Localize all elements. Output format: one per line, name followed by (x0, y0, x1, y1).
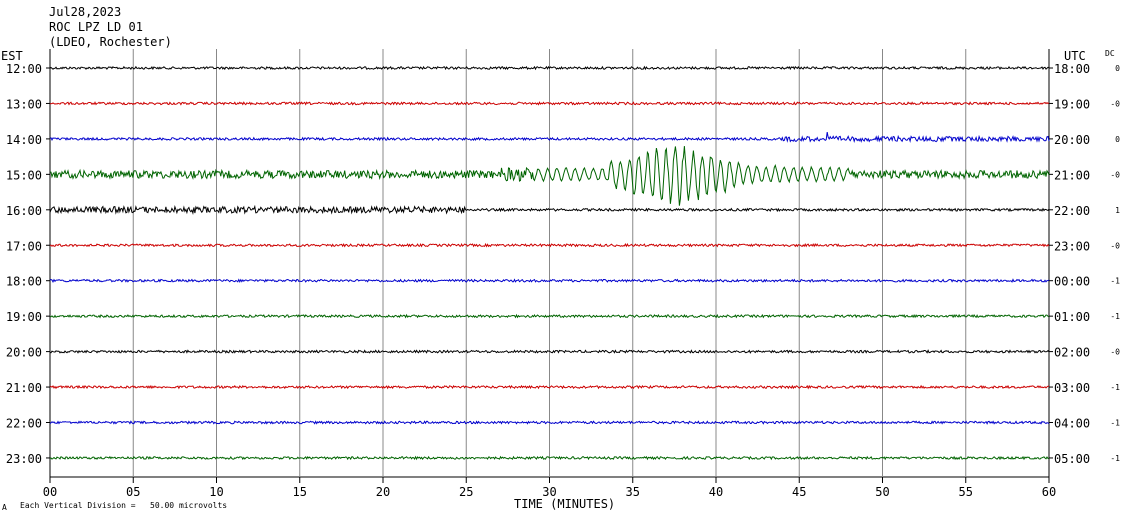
x-tick-label: 60 (1042, 485, 1056, 499)
x-tick-label: 20 (376, 485, 390, 499)
plot-grid (46, 49, 1053, 483)
row-label-utc: 03:00 (1054, 381, 1090, 395)
plot-date: Jul28,2023 (49, 5, 122, 19)
trace-1200 (49, 65, 1050, 71)
x-axis-label: TIME (MINUTES) (514, 497, 616, 511)
network-name: (LDEO, Rochester) (49, 35, 172, 49)
row-label-est: 19:00 (6, 310, 42, 324)
trace-1400 (49, 132, 1050, 144)
row-label-est: 15:00 (6, 168, 42, 182)
row-label-utc: 02:00 (1054, 346, 1090, 360)
row-dc-value: 0 (1115, 64, 1120, 73)
seismic-traces (49, 65, 1050, 461)
row-dc-value: -1 (1110, 312, 1120, 321)
row-label-est: 13:00 (6, 97, 42, 111)
row-label-utc: 00:00 (1054, 275, 1090, 289)
x-tick-label: 10 (209, 485, 223, 499)
corner-mark: A (2, 503, 7, 512)
trace-2000 (49, 349, 1050, 354)
row-label-est: 18:00 (6, 275, 42, 289)
x-tick-label: 05 (126, 485, 140, 499)
trace-2200 (49, 420, 1050, 425)
trace-1600 (49, 204, 1050, 215)
trace-1800 (49, 278, 1050, 284)
row-label-utc: 21:00 (1054, 168, 1090, 182)
x-tick-label: 35 (626, 485, 640, 499)
row-dc-value: -1 (1110, 383, 1120, 392)
trace-1300 (49, 101, 1050, 106)
trace-1900 (49, 313, 1050, 319)
row-dc-value: -1 (1110, 277, 1120, 286)
row-label-est: 16:00 (6, 204, 42, 218)
row-dc-value: -0 (1110, 348, 1120, 357)
row-label-utc: 01:00 (1054, 310, 1090, 324)
x-tick-label: 00 (43, 485, 57, 499)
row-label-est: 21:00 (6, 381, 42, 395)
row-dc-value: -1 (1110, 419, 1120, 428)
row-label-est: 23:00 (6, 452, 42, 466)
trace-2300 (49, 455, 1050, 461)
row-dc-value: -0 (1110, 170, 1120, 179)
left-timezone-label: EST (1, 49, 23, 63)
x-tick-label: 15 (293, 485, 307, 499)
right-timezone-label: UTC (1064, 49, 1086, 63)
row-label-utc: 22:00 (1054, 204, 1090, 218)
x-tick-label: 40 (709, 485, 723, 499)
row-label-utc: 04:00 (1054, 417, 1090, 431)
row-label-est: 20:00 (6, 346, 42, 360)
row-label-est: 14:00 (6, 133, 42, 147)
row-label-utc: 05:00 (1054, 452, 1090, 466)
x-tick-label: 30 (542, 485, 556, 499)
trace-2100 (49, 384, 1050, 390)
row-label-utc: 19:00 (1054, 97, 1090, 111)
row-label-utc: 23:00 (1054, 239, 1090, 253)
row-label-est: 17:00 (6, 239, 42, 253)
row-label-est: 12:00 (6, 62, 42, 76)
trace-1500 (49, 146, 1050, 206)
row-dc-value: -0 (1110, 241, 1120, 250)
row-label-utc: 20:00 (1054, 133, 1090, 147)
row-dc-value: -1 (1110, 454, 1120, 463)
row-dc-value: 1 (1115, 206, 1120, 215)
row-dc-value: -0 (1110, 99, 1120, 108)
x-tick-label: 50 (875, 485, 889, 499)
dc-header-label: DC (1105, 49, 1115, 58)
x-tick-label: 55 (959, 485, 973, 499)
scale-note: Each Vertical Division = 50.00 microvolt… (20, 501, 228, 510)
row-dc-value: 0 (1115, 135, 1120, 144)
trace-1700 (49, 242, 1050, 248)
row-label-est: 22:00 (6, 417, 42, 431)
row-label-utc: 18:00 (1054, 62, 1090, 76)
station-code: ROC LPZ LD 01 (49, 20, 143, 34)
x-tick-label: 25 (459, 485, 473, 499)
x-tick-label: 45 (792, 485, 806, 499)
